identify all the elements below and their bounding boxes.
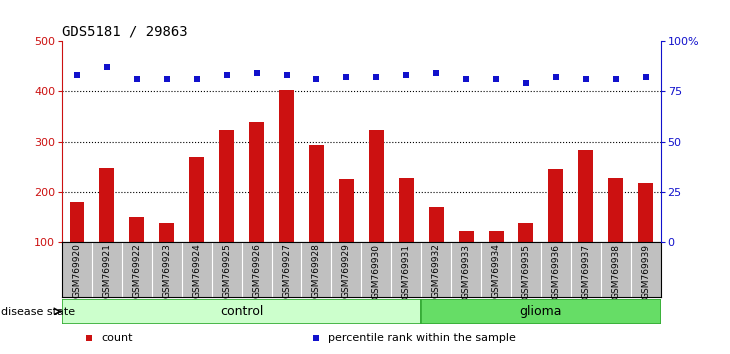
Point — [281, 72, 293, 78]
Text: GSM769925: GSM769925 — [222, 244, 231, 298]
Bar — [429, 207, 444, 242]
Text: GSM769935: GSM769935 — [521, 244, 531, 298]
Point — [400, 72, 412, 78]
Text: GSM769926: GSM769926 — [252, 244, 261, 298]
Point — [610, 76, 622, 82]
Bar — [219, 130, 234, 242]
Text: count: count — [101, 333, 132, 343]
Point — [520, 80, 531, 86]
Bar — [159, 223, 174, 242]
Bar — [488, 231, 504, 242]
Point — [221, 72, 233, 78]
Text: GSM769923: GSM769923 — [162, 244, 172, 298]
Text: percentile rank within the sample: percentile rank within the sample — [328, 333, 516, 343]
Bar — [421, 299, 661, 324]
Bar — [638, 183, 653, 242]
Text: GDS5181 / 29863: GDS5181 / 29863 — [62, 24, 188, 38]
Text: glioma: glioma — [520, 305, 562, 318]
Text: GSM769927: GSM769927 — [282, 244, 291, 298]
Point — [72, 72, 82, 78]
Bar — [279, 90, 294, 242]
Point — [191, 76, 203, 82]
Text: GSM769922: GSM769922 — [132, 244, 142, 298]
Text: GSM769924: GSM769924 — [192, 244, 201, 298]
Point — [550, 74, 562, 80]
Text: GSM769937: GSM769937 — [581, 244, 591, 298]
Bar — [548, 169, 564, 242]
Text: GSM769921: GSM769921 — [102, 244, 112, 298]
Bar — [69, 202, 85, 242]
Text: GSM769936: GSM769936 — [551, 244, 561, 298]
Text: GSM769934: GSM769934 — [491, 244, 501, 298]
Point — [161, 76, 173, 82]
Bar — [369, 130, 384, 242]
Bar — [99, 168, 115, 242]
Text: GSM769920: GSM769920 — [72, 244, 82, 298]
Point — [311, 76, 323, 82]
Bar — [129, 217, 145, 242]
Text: GSM769931: GSM769931 — [402, 244, 411, 298]
Point — [101, 64, 113, 70]
Bar — [309, 145, 324, 242]
Point — [251, 70, 263, 76]
Point — [370, 74, 383, 80]
Text: GSM769939: GSM769939 — [641, 244, 650, 298]
Text: disease state: disease state — [1, 307, 76, 316]
Bar — [518, 223, 534, 242]
Bar — [608, 178, 623, 242]
Text: GSM769930: GSM769930 — [372, 244, 381, 298]
Text: GSM769933: GSM769933 — [461, 244, 471, 298]
Text: GSM769938: GSM769938 — [611, 244, 620, 298]
Point — [431, 70, 442, 76]
Text: control: control — [220, 305, 264, 318]
Text: GSM769929: GSM769929 — [342, 244, 351, 298]
Point — [600, 195, 612, 201]
Bar — [62, 299, 421, 324]
Point — [580, 76, 592, 82]
Bar — [249, 122, 264, 242]
Bar — [578, 150, 593, 242]
Text: GSM769932: GSM769932 — [431, 244, 441, 298]
Point — [639, 74, 652, 80]
Bar — [339, 179, 354, 242]
Bar — [399, 178, 414, 242]
Point — [461, 76, 472, 82]
Point — [491, 76, 502, 82]
Point — [340, 74, 352, 80]
Bar — [189, 157, 204, 242]
Text: GSM769928: GSM769928 — [312, 244, 321, 298]
Bar — [458, 232, 474, 242]
Point — [131, 76, 143, 82]
